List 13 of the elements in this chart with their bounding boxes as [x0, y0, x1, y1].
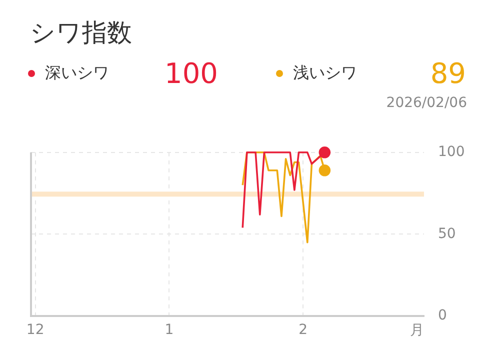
y-tick-label: 100: [438, 144, 465, 160]
x-tick-label: 12: [26, 322, 44, 338]
y-tick-label: 50: [438, 226, 456, 242]
x-axis-title: 月: [410, 322, 424, 339]
legend-label: 浅いシワ: [293, 62, 357, 84]
legend-label: 深いシワ: [45, 62, 109, 84]
y-tick-label: 0: [438, 308, 447, 324]
chart-title: シワ指数: [30, 17, 132, 49]
x-tick-label: 2: [298, 322, 308, 338]
text: 89: [430, 56, 466, 90]
x-tick-label: 1: [164, 322, 174, 338]
text: 100: [164, 56, 218, 90]
text: 2026/02/06: [386, 95, 467, 111]
